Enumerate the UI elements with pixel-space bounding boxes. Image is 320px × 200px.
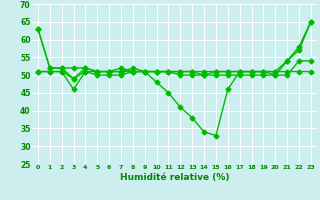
X-axis label: Humidité relative (%): Humidité relative (%) <box>120 173 229 182</box>
